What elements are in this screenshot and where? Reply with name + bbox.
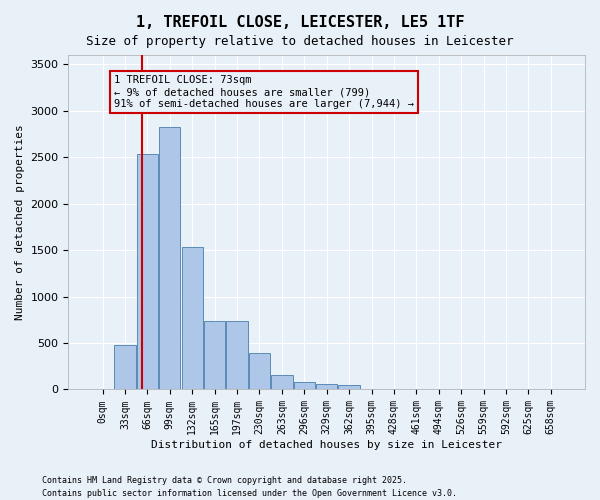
Bar <box>159 126 181 390</box>
Bar <box>293 382 315 390</box>
Bar <box>226 320 248 390</box>
X-axis label: Distribution of detached houses by size in Leicester: Distribution of detached houses by size … <box>151 440 502 450</box>
Bar <box>92 388 113 390</box>
Bar <box>115 345 136 390</box>
Text: Size of property relative to detached houses in Leicester: Size of property relative to detached ho… <box>86 35 514 48</box>
Bar <box>204 320 225 390</box>
Text: 1 TREFOIL CLOSE: 73sqm
← 9% of detached houses are smaller (799)
91% of semi-det: 1 TREFOIL CLOSE: 73sqm ← 9% of detached … <box>114 76 414 108</box>
Text: Contains public sector information licensed under the Open Government Licence v3: Contains public sector information licen… <box>42 488 457 498</box>
Bar <box>316 384 337 390</box>
Bar <box>182 248 203 390</box>
Text: 1, TREFOIL CLOSE, LEICESTER, LE5 1TF: 1, TREFOIL CLOSE, LEICESTER, LE5 1TF <box>136 15 464 30</box>
Bar <box>249 353 270 390</box>
Bar <box>137 154 158 390</box>
Text: Contains HM Land Registry data © Crown copyright and database right 2025.: Contains HM Land Registry data © Crown c… <box>42 476 407 485</box>
Bar <box>338 385 360 390</box>
Bar <box>271 374 293 390</box>
Y-axis label: Number of detached properties: Number of detached properties <box>15 124 25 320</box>
